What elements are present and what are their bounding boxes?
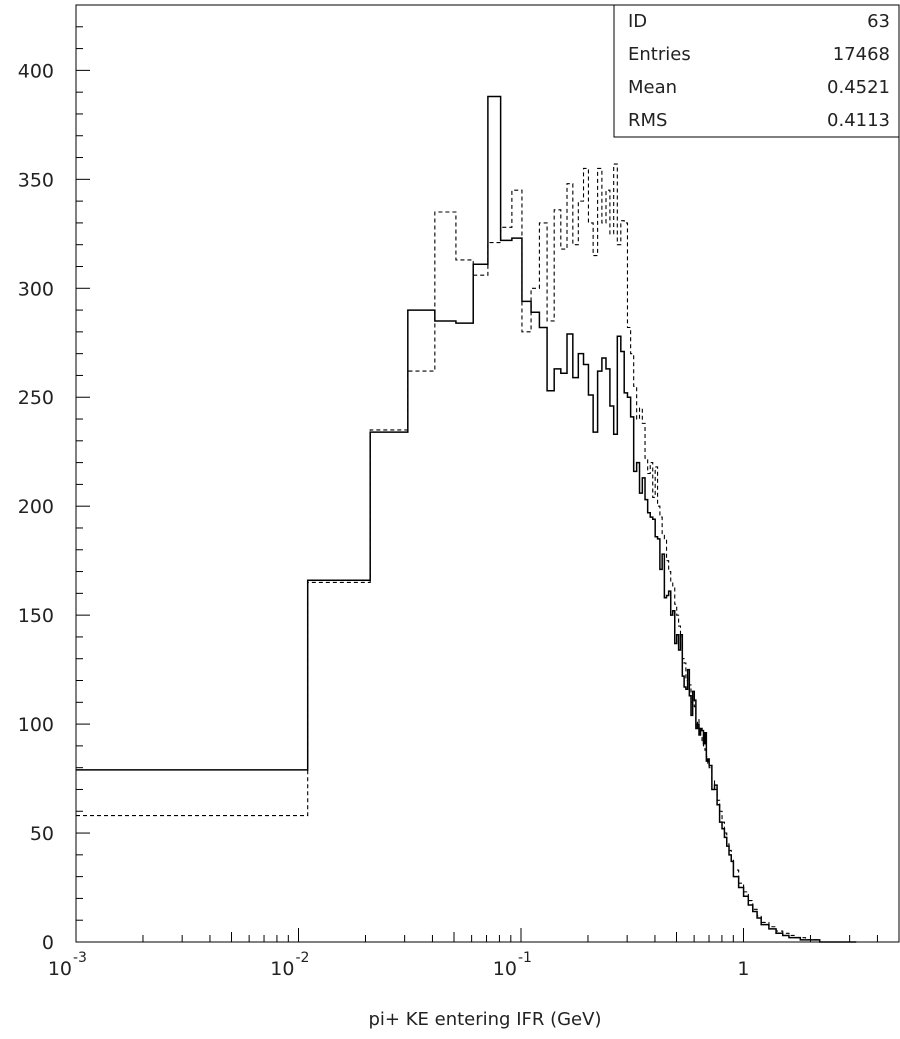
y-axis-tick-labels: 0 50 100 150 200 250 300 350 400 [18, 60, 54, 954]
x-tick-base: 10 [48, 958, 72, 980]
x-tick-base: 10 [270, 958, 294, 980]
stats-mean-label: Mean [628, 77, 677, 98]
x-axis-ticks [75, 928, 900, 942]
y-tick-label: 350 [18, 169, 54, 191]
stats-rms-value: 0.4113 [827, 110, 890, 131]
x-tick-base: 1 [737, 958, 749, 980]
solid-series-line [76, 95, 857, 943]
y-tick-label: 250 [18, 387, 54, 409]
x-tick-base: 10 [493, 958, 517, 980]
stats-entries-value: 17468 [833, 44, 890, 65]
y-tick-label: 0 [42, 932, 54, 954]
stats-entries-label: Entries [628, 44, 691, 65]
x-tick-label: 10 -1 [493, 950, 532, 980]
stats-id-label: ID [628, 11, 647, 32]
x-tick-exponent: -2 [295, 950, 309, 966]
y-tick-label: 300 [18, 278, 54, 300]
stats-box: ID 63 Entries 17468 Mean 0.4521 RMS 0.41… [613, 4, 900, 138]
y-tick-label: 50 [30, 823, 54, 845]
y-tick-label: 100 [18, 714, 54, 736]
x-tick-label: 10 -3 [48, 950, 87, 980]
stats-box-frame [613, 4, 900, 138]
y-tick-label: 200 [18, 496, 54, 518]
x-tick-exponent: -3 [73, 950, 87, 966]
dashed-series-line [76, 163, 857, 943]
x-tick-label: 1 [737, 958, 749, 980]
x-axis-tick-labels: 10 -3 10 -2 10 -1 1 [48, 950, 750, 980]
series-layer [76, 95, 857, 943]
stats-rms-label: RMS [628, 110, 667, 131]
y-tick-label: 150 [18, 605, 54, 627]
y-tick-label: 400 [18, 60, 54, 82]
stats-mean-value: 0.4521 [827, 77, 890, 98]
y-axis-ticks [76, 26, 90, 943]
x-axis-title: pi+ KE entering IFR (GeV) [369, 1009, 602, 1030]
x-tick-label: 10 -2 [270, 950, 309, 980]
stats-id-value: 63 [867, 11, 890, 32]
x-tick-exponent: -1 [518, 950, 532, 966]
